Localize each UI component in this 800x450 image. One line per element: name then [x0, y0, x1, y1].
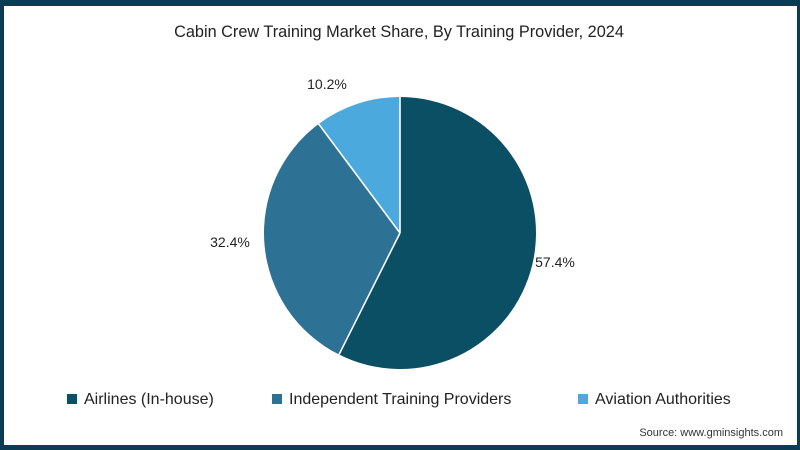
svg-text:10.2%: 10.2% — [307, 76, 347, 92]
svg-text:57.4%: 57.4% — [535, 254, 575, 270]
svg-text:32.4%: 32.4% — [210, 234, 250, 250]
